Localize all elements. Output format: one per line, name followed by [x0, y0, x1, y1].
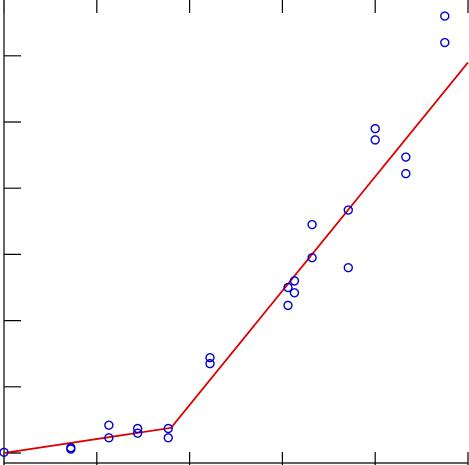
data-point [132, 423, 143, 434]
data-point [163, 433, 173, 443]
data-point [66, 443, 76, 453]
data-point [283, 300, 293, 311]
data-points-layer [0, 11, 450, 458]
data-point [205, 352, 215, 363]
data-point [163, 423, 173, 434]
data-point [440, 11, 450, 21]
axes [3, 0, 469, 465]
data-point [307, 253, 317, 263]
data-point [283, 282, 293, 293]
data-point [0, 447, 9, 458]
data-point [132, 428, 143, 438]
data-point [307, 219, 317, 230]
data-point [343, 262, 353, 273]
data-point [401, 168, 411, 179]
fit-line [3, 61, 469, 454]
data-point [289, 276, 300, 286]
data-point [401, 152, 411, 162]
fit-line-layer [3, 61, 469, 454]
data-point [370, 135, 380, 145]
data-point [289, 288, 300, 298]
data-point [104, 433, 114, 443]
data-point [343, 205, 353, 215]
data-point [205, 358, 215, 369]
data-point [440, 37, 450, 48]
data-point [104, 420, 114, 430]
data-point [370, 123, 380, 134]
